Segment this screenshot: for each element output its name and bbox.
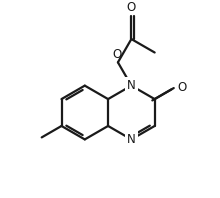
- Text: N: N: [127, 79, 136, 92]
- Text: O: O: [177, 81, 186, 94]
- Text: O: O: [127, 1, 136, 14]
- Text: O: O: [112, 48, 122, 61]
- Text: N: N: [127, 133, 136, 146]
